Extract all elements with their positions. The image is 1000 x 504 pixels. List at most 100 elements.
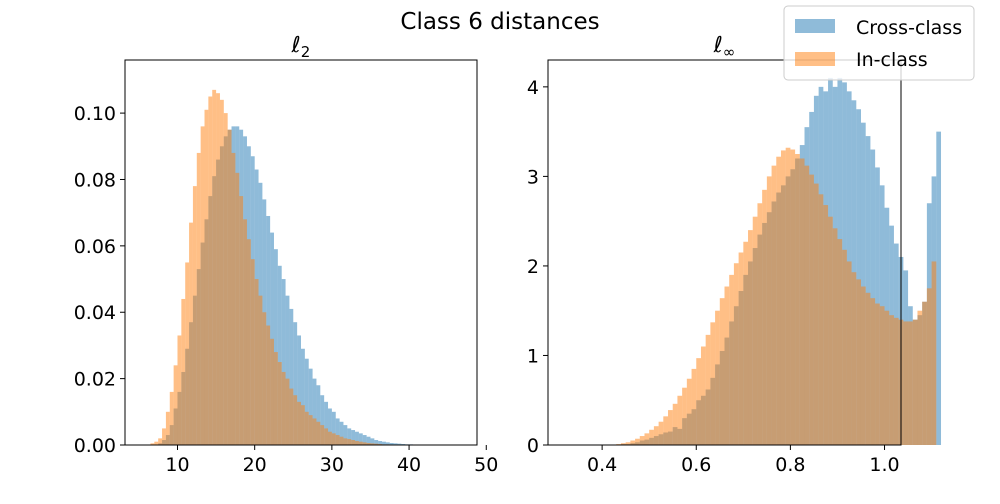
l2-bar-in-class	[228, 130, 232, 445]
linf-bar-in-class	[927, 288, 932, 445]
l2-bar-in-class	[162, 428, 166, 445]
linf-bar-in-class	[880, 306, 885, 445]
l2-bar-in-class	[289, 389, 293, 445]
linf-bar-in-class	[753, 217, 758, 445]
l2-bar-in-class	[216, 93, 220, 445]
l2-bar-in-class	[355, 441, 359, 445]
linf-bar-in-class	[823, 205, 828, 445]
l2-bar-in-class	[351, 440, 355, 445]
linf-bar-in-class	[630, 441, 635, 445]
linf-bar-in-class	[696, 358, 701, 445]
l2-y-tick-label: 0.08	[74, 169, 116, 191]
linf-y-tick-label: 4	[527, 77, 539, 99]
l2-bar-in-class	[224, 113, 228, 445]
linf-bar-in-class	[922, 302, 927, 445]
l2-bar-in-class	[251, 259, 255, 445]
linf-bar-in-class	[739, 253, 744, 446]
linf-bar-in-class	[725, 287, 730, 445]
l2-x-tick-label: 40	[397, 454, 421, 476]
l2-x-tick-label: 30	[320, 454, 344, 476]
linf-bar-in-class	[715, 311, 720, 445]
linf-bar-in-class	[682, 388, 687, 445]
l2-bar-in-class	[316, 422, 320, 445]
l2-bar-in-class	[278, 362, 282, 445]
linf-bar-in-class	[786, 148, 791, 445]
linf-bar-in-class	[635, 439, 640, 445]
l2-bar-in-class	[313, 418, 317, 445]
l2-bar-in-class	[239, 196, 243, 445]
l2-bar-in-class	[220, 100, 224, 445]
l2-x-tick-label: 10	[165, 454, 189, 476]
l2-y-tick-label: 0.00	[74, 435, 116, 457]
l2-y-tick-label: 0.04	[74, 302, 116, 324]
l2-bar-in-class	[328, 432, 332, 445]
linf-bar-in-class	[908, 321, 913, 445]
linf-bar-in-class	[743, 242, 748, 445]
l2-bar-in-class	[266, 326, 270, 445]
linf-bar-in-class	[701, 347, 706, 445]
linf-bar-in-class	[847, 261, 852, 445]
linf-bar-in-class	[668, 410, 673, 445]
l2-bar-in-class	[189, 223, 193, 445]
l2-bar-in-class	[301, 405, 305, 445]
linf-bar-in-class	[781, 150, 786, 445]
linf-bar-in-class	[833, 228, 838, 445]
linf-x-tick-label: 0.6	[681, 454, 711, 476]
linf-bar-in-class	[692, 369, 697, 445]
linf-bar-in-class	[800, 158, 805, 445]
linf-bar-in-class	[757, 203, 762, 445]
linf-bar-in-class	[870, 298, 875, 445]
l2-bar-in-class	[274, 352, 278, 445]
linf-bar-in-class	[885, 311, 890, 445]
linf-bar-in-class	[828, 217, 833, 445]
linf-bar-in-class	[932, 261, 937, 445]
l2-x-tick-label: 50	[474, 454, 498, 476]
linf-title-subscript: ∞	[723, 43, 736, 61]
linf-bar-in-class	[889, 315, 894, 445]
l2-bar-in-class	[208, 97, 212, 445]
linf-x-tick-label: 0.8	[775, 454, 805, 476]
l2-bar-in-class	[181, 299, 185, 445]
linf-x-tick-label: 0.4	[587, 454, 617, 476]
linf-bar-in-class	[913, 320, 918, 445]
linf-bar-in-class	[687, 379, 692, 445]
l2-bar-in-class	[197, 153, 201, 445]
l2-bar-in-class	[243, 219, 247, 445]
linf-bar-in-class	[748, 230, 753, 445]
l2-bar-in-class	[340, 437, 344, 445]
l2-bar-in-class	[174, 365, 178, 445]
legend-swatch-cross-class	[795, 19, 835, 33]
linf-bar-in-class	[856, 279, 861, 445]
linf-bar-in-class	[772, 166, 777, 445]
l2-y-tick-label: 0.06	[74, 236, 116, 258]
l2-y-tick-label: 0.02	[74, 369, 116, 391]
linf-bar-in-class	[720, 298, 725, 445]
linf-bar-in-class	[866, 293, 871, 445]
l2-bar-in-class	[166, 412, 170, 445]
legend: Cross-class In-class	[784, 6, 974, 80]
linf-bar-in-class	[805, 166, 810, 445]
linf-bar-in-class	[734, 263, 739, 445]
legend-label-cross-class: Cross-class	[856, 17, 962, 39]
l2-bar-in-class	[247, 239, 251, 445]
l2-bar-in-class	[205, 110, 209, 445]
l2-title-subscript: 2	[301, 43, 311, 61]
linf-y-tick-label: 0	[527, 435, 539, 457]
linf-bar-in-class	[659, 422, 664, 445]
linf-bar-in-class	[649, 430, 654, 445]
linf-bar-in-class	[706, 335, 711, 445]
l2-bar-in-class	[212, 90, 216, 445]
l2-bar-in-class	[305, 412, 309, 445]
linf-bar-in-class	[917, 311, 922, 445]
linf-y-tick-label: 2	[527, 256, 539, 278]
linf-bar-in-class	[767, 176, 772, 445]
linf-bar-cross-class	[936, 132, 941, 445]
linf-bar-in-class	[861, 287, 866, 445]
linf-bar-in-class	[875, 304, 880, 445]
linf-bar-in-class	[842, 250, 847, 445]
l2-bar-in-class	[293, 395, 297, 445]
l2-bar-in-class	[193, 186, 197, 445]
l2-bar-in-class	[309, 415, 313, 445]
linf-bar-in-class	[819, 194, 824, 445]
